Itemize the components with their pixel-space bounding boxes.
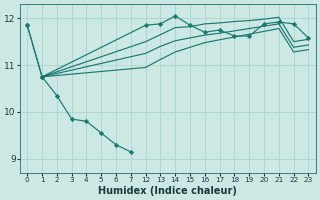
X-axis label: Humidex (Indice chaleur): Humidex (Indice chaleur) xyxy=(98,186,237,196)
